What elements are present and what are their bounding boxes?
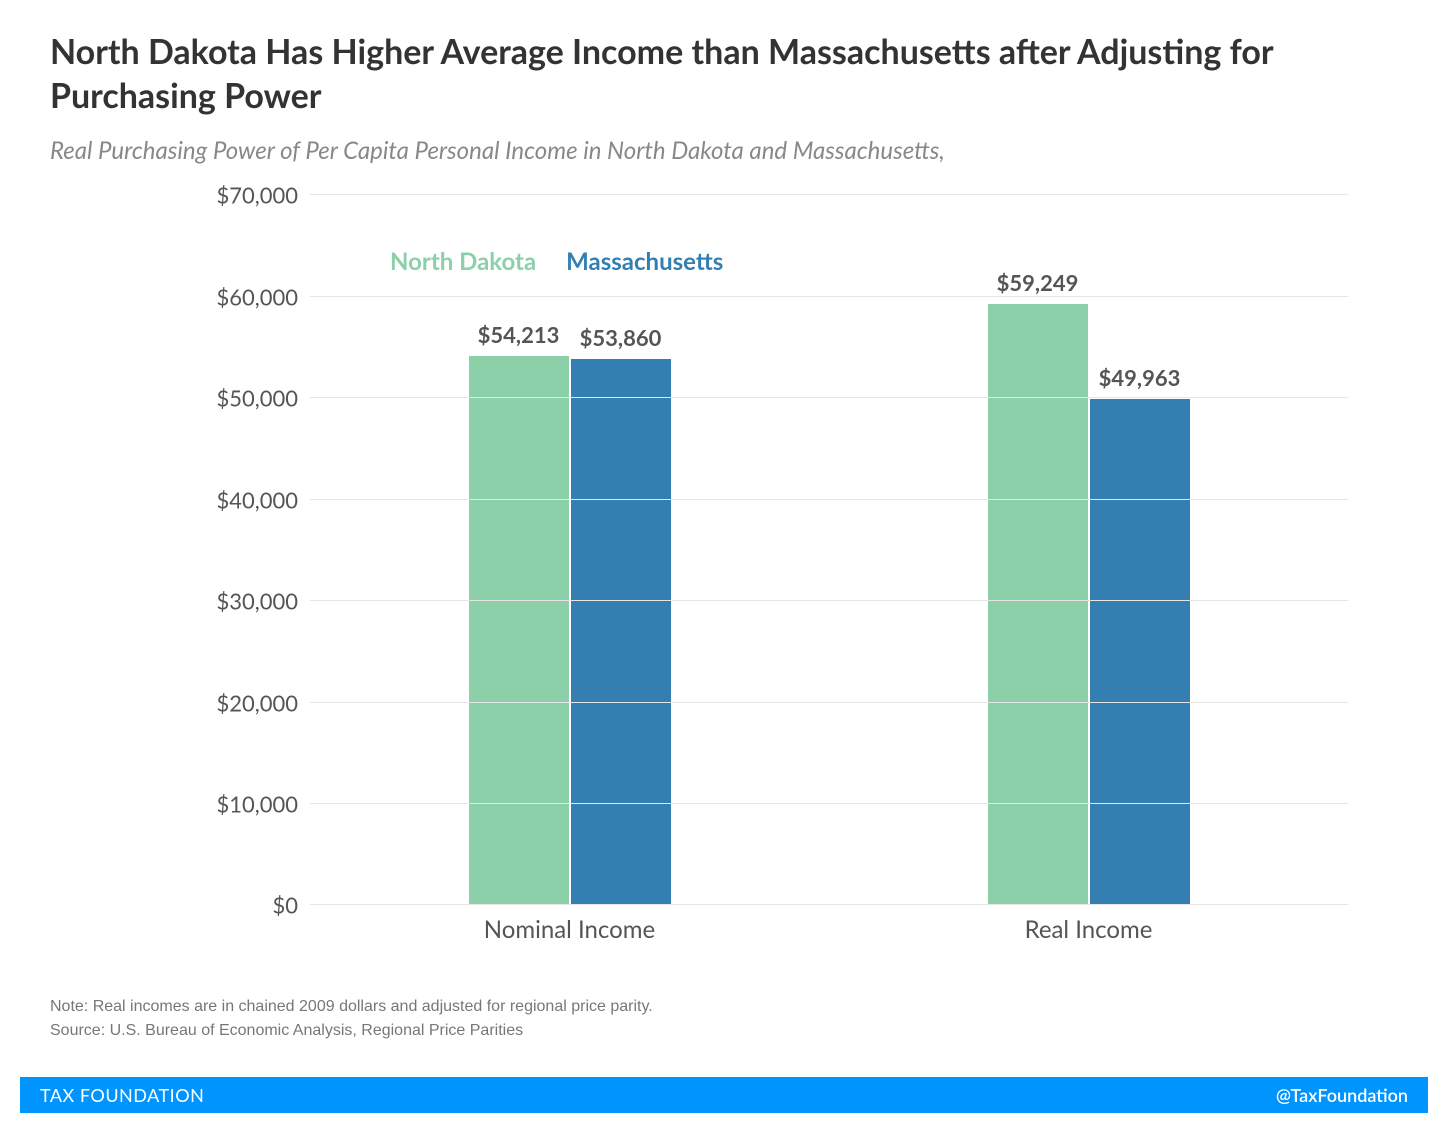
legend-item-massachusetts: Massachusetts xyxy=(566,247,723,276)
chart-subtitle: Real Purchasing Power of Per Capita Pers… xyxy=(50,136,1398,165)
y-tick-label: $10,000 xyxy=(198,790,298,817)
chart-area: North Dakota Massachusetts $54,213$53,86… xyxy=(200,195,1348,955)
bar-group: $54,213$53,860 xyxy=(310,195,829,905)
y-tick-label: $70,000 xyxy=(198,182,298,209)
y-tick-label: $50,000 xyxy=(198,385,298,412)
footer-brand: TAX FOUNDATION xyxy=(40,1084,204,1106)
gridline xyxy=(310,499,1348,500)
x-axis-labels: Nominal Income Real Income xyxy=(310,905,1348,955)
footer-handle: @TaxFoundation xyxy=(1276,1084,1408,1106)
bar-value-label: $49,963 xyxy=(1099,364,1181,391)
bar: $49,963 xyxy=(1090,399,1190,906)
gridline xyxy=(310,194,1348,195)
y-tick-label: $20,000 xyxy=(198,689,298,716)
y-tick-label: $60,000 xyxy=(198,283,298,310)
chart-title: North Dakota Has Higher Average Income t… xyxy=(50,30,1398,118)
y-tick-label: $40,000 xyxy=(198,486,298,513)
bar: $54,213 xyxy=(469,356,569,906)
x-label-nominal: Nominal Income xyxy=(310,905,829,955)
bars-layer: $54,213$53,860$59,249$49,963 xyxy=(310,195,1348,905)
bar: $53,860 xyxy=(571,359,671,905)
note-text: Note: Real incomes are in chained 2009 d… xyxy=(50,995,1398,1019)
bar: $59,249 xyxy=(988,304,1088,905)
gridline xyxy=(310,803,1348,804)
gridline xyxy=(310,702,1348,703)
legend: North Dakota Massachusetts xyxy=(390,247,723,276)
y-tick-label: $30,000 xyxy=(198,588,298,615)
bar-value-label: $54,213 xyxy=(478,321,560,348)
legend-item-north-dakota: North Dakota xyxy=(390,247,536,276)
plot-area: North Dakota Massachusetts $54,213$53,86… xyxy=(310,195,1348,905)
footer-bar: TAX FOUNDATION @TaxFoundation xyxy=(20,1077,1428,1113)
gridline xyxy=(310,296,1348,297)
x-label-real: Real Income xyxy=(829,905,1348,955)
gridline xyxy=(310,600,1348,601)
bar-group: $59,249$49,963 xyxy=(829,195,1348,905)
bar-value-label: $53,860 xyxy=(580,324,662,351)
chart-container: North Dakota Has Higher Average Income t… xyxy=(0,0,1448,1043)
source-text: Source: U.S. Bureau of Economic Analysis… xyxy=(50,1019,1398,1043)
chart-notes: Note: Real incomes are in chained 2009 d… xyxy=(50,995,1398,1043)
y-tick-label: $0 xyxy=(198,892,298,919)
bar-value-label: $59,249 xyxy=(997,269,1079,296)
gridline xyxy=(310,397,1348,398)
